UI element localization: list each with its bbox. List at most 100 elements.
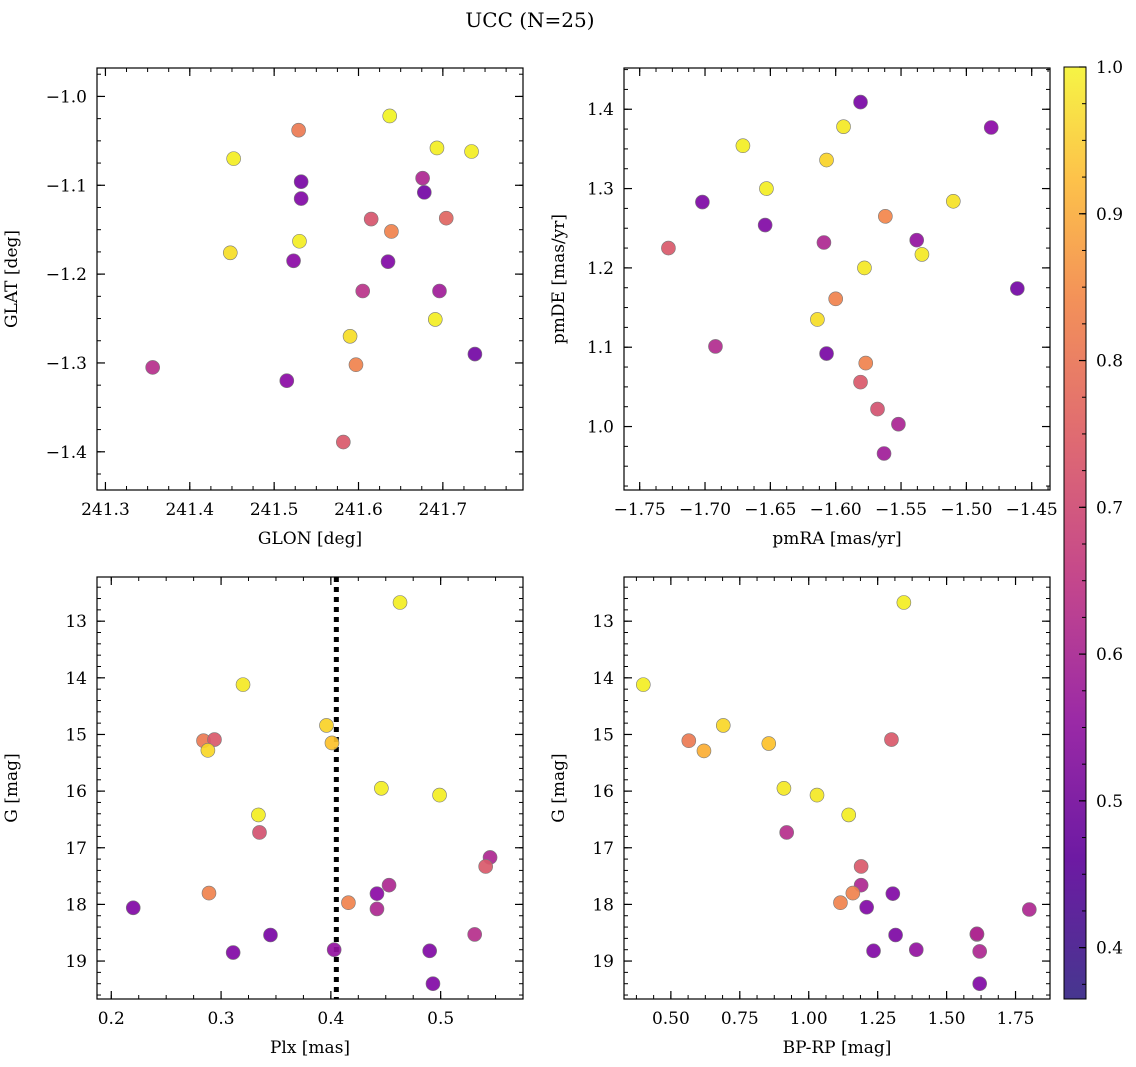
data-point (972, 976, 987, 992)
x-tick-label: −1.50 (940, 500, 992, 520)
data-point (841, 807, 857, 823)
x-tick-label: 241.6 (334, 500, 383, 520)
data-point (251, 807, 266, 823)
data-point (225, 945, 241, 960)
x-tick-label: 0.3 (208, 1009, 235, 1029)
data-point (885, 886, 901, 901)
y-tick-label: 19 (592, 952, 614, 972)
x-tick-label: 0.75 (721, 1009, 759, 1029)
panel-proper-motion: −1.75 −1.70 −1.65 −1.60 −1.55 −1.50 −1.45 1.0 1.… (549, 67, 1058, 549)
data-point (369, 901, 385, 917)
data-point (857, 260, 872, 276)
data-point (884, 732, 899, 747)
data-point (969, 926, 985, 942)
data-point (293, 174, 309, 190)
data-point (836, 119, 851, 134)
data-point (845, 885, 861, 901)
x-tick-label: 1.75 (997, 1009, 1035, 1029)
y-tick-label: −1.2 (46, 265, 87, 285)
data-point (279, 373, 295, 389)
colorbar-tick-label: 0.9 (1096, 205, 1123, 225)
data-point (292, 233, 307, 249)
y-tick-label: 13 (65, 612, 87, 632)
y-tick-label: 1.3 (587, 180, 614, 200)
panel-galactic: 241.3 241.4 241.5 241.6 241.7 −1.0 −1.1 −1.2 −1.… (2, 67, 524, 549)
y-tick-label: 1.4 (587, 100, 614, 120)
data-point (776, 780, 792, 796)
data-point (853, 859, 869, 874)
data-point (661, 240, 676, 256)
y-tick-label: 1.1 (587, 338, 614, 358)
data-point (381, 877, 397, 893)
data-point (696, 743, 712, 759)
data-point (432, 283, 447, 299)
panel-color-magnitude: 0.50 0.75 1.00 1.25 1.50 1.75 13 14 15 16 17 18 19 BP… (549, 576, 1051, 1058)
data-point (425, 976, 441, 992)
data-point (946, 193, 961, 209)
data-point (819, 152, 834, 168)
colorbar: 0.4 0.5 0.6 0.7 0.8 0.9 1.0 (1063, 58, 1123, 1000)
data-point (757, 217, 773, 233)
data-point (819, 346, 834, 361)
data-point (326, 942, 342, 958)
y-axis-label: pmDE [mas/yr] (549, 214, 569, 344)
colorbar-tick-label: 1.0 (1096, 58, 1123, 78)
data-point (715, 718, 731, 733)
data-point (478, 859, 493, 874)
data-point (859, 899, 874, 915)
data-point (380, 254, 396, 269)
data-point (681, 733, 697, 749)
data-point (636, 677, 651, 692)
plot-frame (96, 576, 524, 1000)
data-point (324, 735, 340, 751)
y-tick-label: 14 (592, 669, 614, 689)
data-point (464, 144, 479, 159)
colorbar-gradient (1063, 66, 1087, 1000)
data-point (355, 283, 371, 299)
y-axis-label: G [mag] (549, 753, 569, 822)
plot-frame (623, 67, 1051, 491)
data-point (286, 253, 301, 269)
data-point (422, 943, 437, 959)
data-point (336, 434, 351, 450)
y-tick-label: 17 (592, 839, 614, 859)
data-point (896, 595, 912, 610)
y-tick-label: 17 (65, 839, 87, 859)
plot-frame (96, 67, 524, 491)
y-tick-label: 15 (592, 725, 614, 745)
y-tick-label: −1.3 (46, 354, 87, 374)
y-tick-label: 13 (592, 612, 614, 632)
y-axis-label: G [mag] (2, 753, 22, 822)
y-tick-label: 18 (65, 895, 87, 915)
x-axis-label: GLON [deg] (258, 529, 362, 549)
data-point (125, 900, 141, 916)
data-point (392, 595, 408, 610)
x-tick-label: 1.25 (859, 1009, 897, 1029)
data-point (201, 885, 217, 901)
data-point (816, 235, 832, 250)
data-point (415, 170, 430, 186)
colorbar-tick-label: 0.4 (1096, 939, 1123, 959)
x-tick-label: 241.7 (419, 500, 468, 520)
y-tick-label: 1.2 (587, 259, 614, 279)
data-point (914, 247, 930, 262)
y-tick-label: 16 (65, 782, 87, 802)
data-point (888, 927, 903, 943)
data-point (810, 312, 825, 327)
data-point (319, 718, 334, 733)
data-point (374, 780, 389, 796)
y-tick-label: 15 (65, 725, 87, 745)
data-point (735, 138, 751, 154)
data-point (983, 120, 999, 135)
data-point (200, 743, 216, 758)
y-tick-label: 14 (65, 669, 87, 689)
colorbar-tick-label: 0.6 (1096, 645, 1123, 665)
data-point (695, 194, 710, 210)
y-tick-label: 19 (65, 952, 87, 972)
data-point (828, 291, 843, 307)
data-point (432, 787, 447, 803)
data-point (467, 346, 483, 362)
data-point (1022, 902, 1037, 917)
data-point (252, 825, 267, 840)
